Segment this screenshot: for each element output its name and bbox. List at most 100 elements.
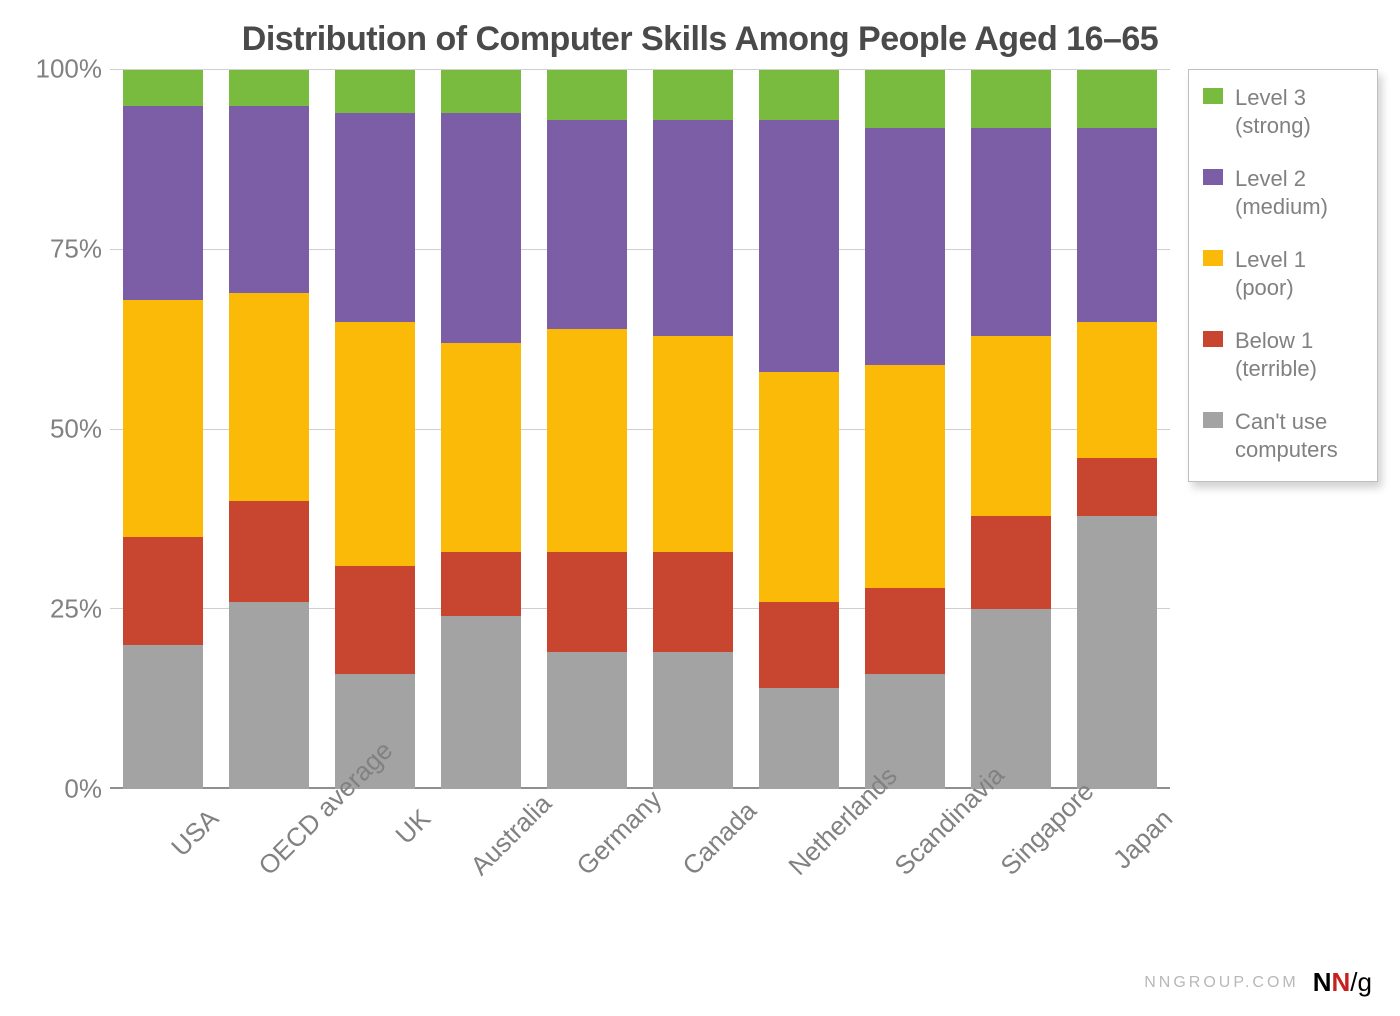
- bar-column: [229, 70, 309, 789]
- legend-label: Level 1 (poor): [1235, 246, 1363, 301]
- bar-segment-level3: [547, 70, 627, 120]
- logo-slash: /: [1350, 967, 1357, 997]
- footer: NNGROUP.COM NN/g: [1144, 967, 1372, 998]
- y-tick-label: 50%: [50, 414, 102, 445]
- logo-g: g: [1358, 967, 1372, 997]
- legend-swatch: [1203, 250, 1223, 266]
- bar-segment-below1: [123, 537, 203, 645]
- bar-segment-level1: [229, 293, 309, 502]
- bar-column: [971, 70, 1051, 789]
- bar-segment-level1: [1077, 322, 1157, 459]
- logo-n2: N: [1332, 967, 1351, 997]
- bar-segment-below1: [335, 566, 415, 674]
- bar-segment-level3: [865, 70, 945, 128]
- x-label-wrap: Scandinavia: [865, 789, 945, 820]
- legend-label: Level 2 (medium): [1235, 165, 1363, 220]
- bar-segment-level1: [759, 372, 839, 602]
- x-axis-label: Scandinavia: [888, 803, 966, 881]
- bar-segment-cant_use: [229, 602, 309, 789]
- bar-column: [441, 70, 521, 789]
- x-axis-label: USA: [146, 803, 224, 881]
- bar-segment-level2: [865, 128, 945, 365]
- x-label-wrap: UK: [335, 789, 415, 820]
- bar-segment-below1: [547, 552, 627, 653]
- legend-item: Level 1 (poor): [1203, 246, 1363, 301]
- bar-segment-level3: [971, 70, 1051, 128]
- bar-column: [1077, 70, 1157, 789]
- nng-logo: NN/g: [1313, 967, 1372, 998]
- legend-swatch: [1203, 88, 1223, 104]
- bar-segment-below1: [1077, 458, 1157, 516]
- bar-segment-level2: [335, 113, 415, 322]
- bars-group: [110, 70, 1170, 789]
- legend-item: Level 3 (strong): [1203, 84, 1363, 139]
- legend-item: Level 2 (medium): [1203, 165, 1363, 220]
- bar-segment-level2: [653, 120, 733, 336]
- x-axis-label: Singapore: [994, 803, 1072, 881]
- x-label-wrap: Singapore: [971, 789, 1051, 820]
- x-label-wrap: Japan: [1077, 789, 1157, 820]
- bar-column: [653, 70, 733, 789]
- bar-segment-level2: [971, 128, 1051, 337]
- legend: Level 3 (strong) Level 2 (medium) Level 1 …: [1188, 69, 1378, 482]
- y-tick-label: 0%: [64, 774, 102, 805]
- plot-area: USAOECD averageUKAustraliaGermanyCanadaN…: [110, 69, 1170, 789]
- bar-segment-level2: [1077, 128, 1157, 322]
- bar-segment-cant_use: [759, 688, 839, 789]
- x-label-wrap: Canada: [653, 789, 733, 820]
- footer-site: NNGROUP.COM: [1144, 974, 1299, 992]
- bar-segment-level2: [123, 106, 203, 300]
- legend-label: Below 1 (terrible): [1235, 327, 1363, 382]
- bar-segment-cant_use: [971, 609, 1051, 789]
- bar-segment-cant_use: [653, 652, 733, 789]
- legend-item: Can't use computers: [1203, 408, 1363, 463]
- bar-segment-level1: [653, 336, 733, 552]
- x-label-wrap: Australia: [441, 789, 521, 820]
- bar-segment-below1: [971, 516, 1051, 609]
- x-axis-label: UK: [358, 803, 436, 881]
- bar-segment-level3: [759, 70, 839, 120]
- x-label-wrap: OECD average: [229, 789, 309, 820]
- legend-label: Level 3 (strong): [1235, 84, 1363, 139]
- plot-wrap: 0%25%50%75%100% USAOECD averageUKAustral…: [20, 69, 1380, 789]
- bar-segment-level2: [547, 120, 627, 329]
- bar-segment-below1: [653, 552, 733, 653]
- x-axis-label: Germany: [570, 803, 648, 881]
- bar-segment-level2: [441, 113, 521, 343]
- x-label-wrap: Germany: [547, 789, 627, 820]
- y-tick-label: 100%: [36, 54, 103, 85]
- logo-n1: N: [1313, 967, 1332, 997]
- bar-segment-level2: [759, 120, 839, 372]
- y-tick-label: 75%: [50, 234, 102, 265]
- bar-column: [123, 70, 203, 789]
- chart-title: Distribution of Computer Skills Among Pe…: [20, 20, 1380, 59]
- bar-segment-level1: [335, 322, 415, 566]
- bar-segment-level3: [335, 70, 415, 113]
- legend-item: Below 1 (terrible): [1203, 327, 1363, 382]
- bar-segment-below1: [865, 588, 945, 674]
- bar-segment-below1: [441, 552, 521, 617]
- bar-segment-level3: [123, 70, 203, 106]
- x-label-wrap: USA: [123, 789, 203, 820]
- y-axis: 0%25%50%75%100%: [20, 69, 110, 789]
- bar-column: [335, 70, 415, 789]
- bar-segment-level2: [229, 106, 309, 293]
- bar-segment-cant_use: [547, 652, 627, 789]
- bar-segment-level1: [123, 300, 203, 537]
- x-label-wrap: Netherlands: [759, 789, 839, 820]
- bar-segment-level1: [971, 336, 1051, 516]
- bar-segment-level1: [441, 343, 521, 552]
- legend-swatch: [1203, 169, 1223, 185]
- bar-segment-cant_use: [1077, 516, 1157, 789]
- bar-segment-below1: [229, 501, 309, 602]
- bar-segment-level3: [229, 70, 309, 106]
- bar-segment-cant_use: [441, 616, 521, 789]
- chart-container: Distribution of Computer Skills Among Pe…: [20, 20, 1380, 789]
- bar-column: [865, 70, 945, 789]
- bar-segment-level3: [1077, 70, 1157, 128]
- x-axis-label: OECD average: [252, 803, 330, 881]
- bar-column: [759, 70, 839, 789]
- x-axis-label: Canada: [676, 803, 754, 881]
- legend-swatch: [1203, 331, 1223, 347]
- bar-segment-level3: [653, 70, 733, 120]
